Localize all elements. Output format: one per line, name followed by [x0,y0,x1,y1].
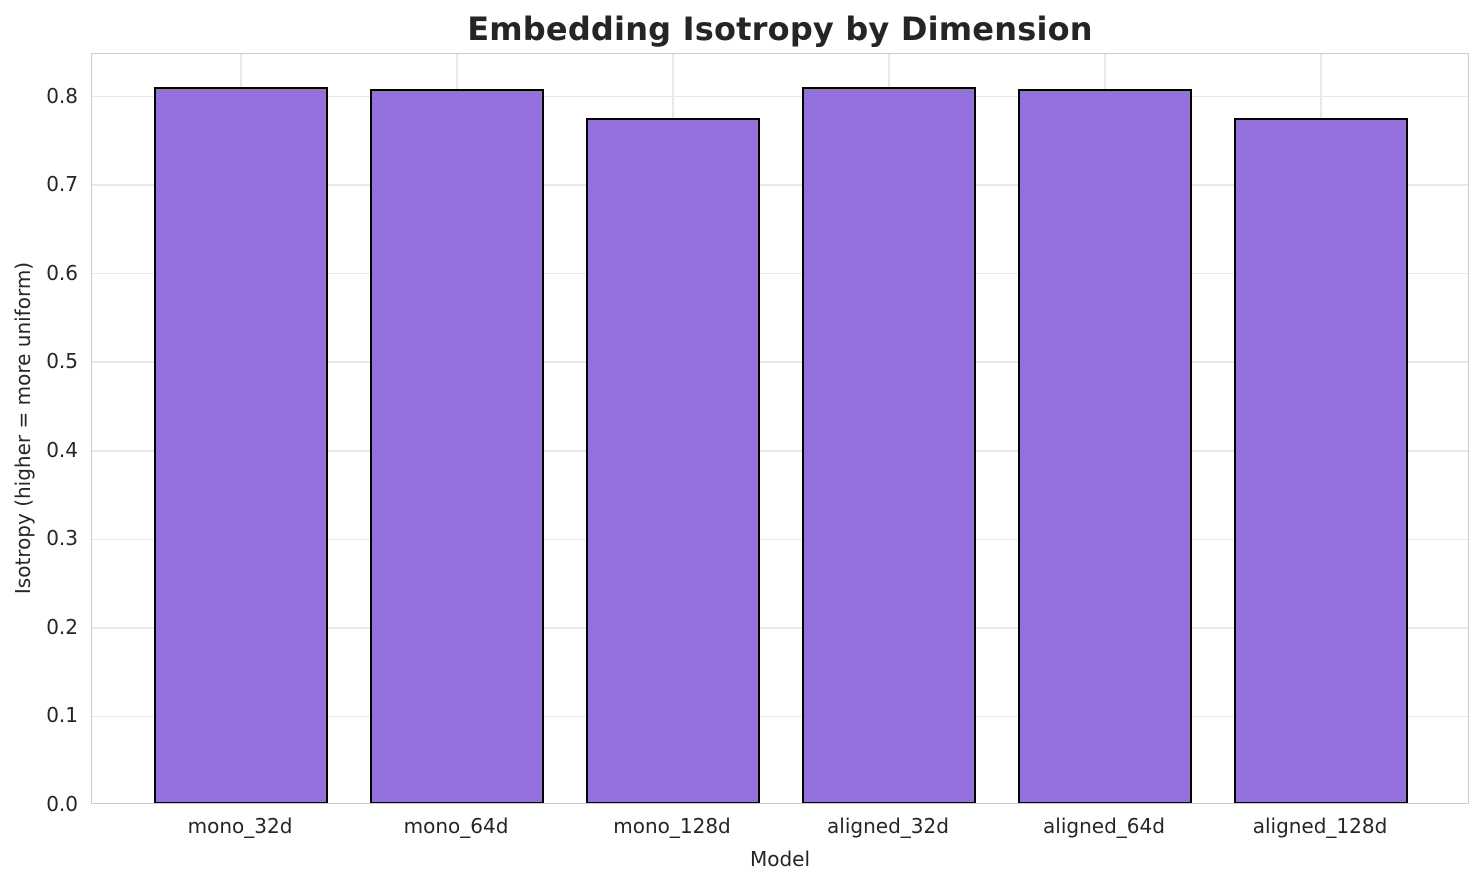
horizontal-gridline [92,272,1468,275]
x-axis-label: Model [749,847,811,871]
horizontal-gridline [92,715,1468,718]
horizontal-gridline [92,627,1468,629]
y-tick-label: 0.6 [46,260,78,285]
plot-area [91,53,1469,804]
bar-aligned_64d [1018,89,1192,803]
horizontal-gridline [92,538,1468,541]
x-tick-label: mono_128d [613,814,731,838]
y-tick-label: 0.2 [46,614,78,639]
bar-mono_32d [154,87,328,803]
y-tick-label: 0.8 [46,83,78,108]
x-tick-label: aligned_64d [1043,814,1165,838]
bar-aligned_32d [802,87,976,803]
horizontal-gridline [92,184,1468,186]
bar-aligned_128d [1234,117,1408,803]
y-tick-label: 0.7 [46,172,78,197]
y-tick-label: 0.0 [46,792,78,816]
chart-title: Embedding Isotropy by Dimension [467,10,1093,48]
y-tick-label: 0.3 [46,526,78,551]
x-tick-label: mono_32d [187,814,293,838]
x-tick-label: aligned_128d [1252,814,1388,838]
x-tick-label: mono_64d [403,814,509,838]
bar-mono_64d [370,89,544,803]
horizontal-gridline [92,361,1468,363]
bar-mono_128d [586,117,760,803]
horizontal-gridline [92,95,1468,98]
y-tick-label: 0.5 [46,349,78,374]
y-tick-label: 0.4 [46,437,78,462]
y-tick-label: 0.1 [46,703,78,728]
horizontal-gridline [92,450,1468,452]
x-tick-label: aligned_32d [827,814,949,838]
